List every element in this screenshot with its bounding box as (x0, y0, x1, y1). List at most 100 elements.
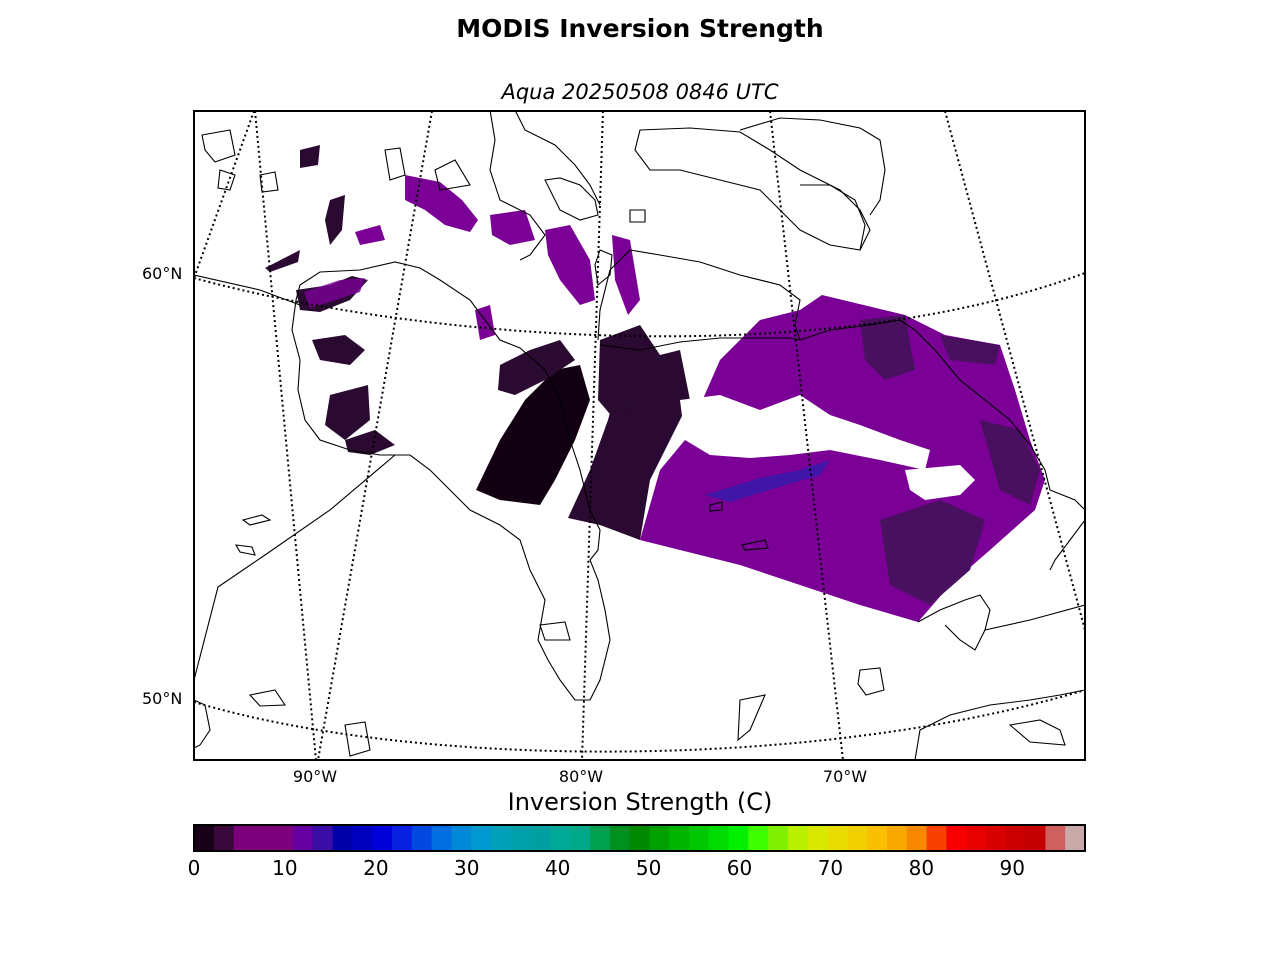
border (984, 604, 1085, 631)
colorbar-tick-label: 10 (272, 856, 298, 880)
colorbar-swatch (926, 825, 947, 851)
data-layer (265, 145, 1045, 622)
colorbar-tick-label: 20 (363, 856, 389, 880)
data-patch (705, 460, 830, 502)
coastline (291, 299, 395, 456)
colorbar-swatch (788, 825, 809, 851)
coastline (384, 147, 406, 181)
data-gap (905, 465, 975, 500)
parallel-60n (194, 272, 1085, 338)
data-patch (880, 500, 985, 605)
figure-subtitle: Aqua 20250508 0846 UTC (501, 80, 779, 104)
colorbar-swatch (966, 825, 987, 851)
lake (857, 667, 885, 696)
colorbar-swatch (748, 825, 769, 851)
colorbar-swatch (451, 825, 472, 851)
data-patch (490, 210, 535, 245)
data-patch (568, 350, 690, 540)
coastline (1049, 519, 1085, 571)
meridian-far-west (194, 111, 255, 279)
lake (737, 694, 766, 742)
colorbar-swatch (312, 825, 334, 851)
data-gap (680, 395, 930, 470)
colorbar-swatch (1005, 825, 1027, 851)
colorbar-swatch (906, 825, 928, 851)
colorbar-swatch (629, 825, 650, 851)
data-patch (498, 340, 575, 395)
data-patch (940, 335, 1000, 365)
colorbar-swatch (392, 825, 413, 851)
colorbar-tick-label: 60 (726, 856, 753, 880)
colorbar-swatch (332, 825, 353, 851)
coastline (597, 249, 801, 341)
colorbar-swatch (946, 825, 967, 851)
coastline (434, 159, 471, 191)
lon-label-90w: 90°W (292, 767, 338, 786)
colorbar-swatch (1025, 825, 1046, 851)
colorbar-swatch (530, 825, 551, 851)
data-patch (405, 175, 478, 232)
colorbar-swatch (233, 825, 254, 851)
coastline (799, 319, 1085, 511)
colorbar-swatch (669, 825, 690, 851)
colorbar (194, 825, 1086, 851)
coastline (217, 169, 236, 191)
coastline (917, 594, 991, 651)
data-patch (325, 385, 370, 440)
data-patch (312, 335, 365, 365)
data-patch (860, 315, 915, 380)
colorbar-swatch (1045, 825, 1066, 851)
data-patch (980, 420, 1040, 505)
lake (741, 539, 769, 551)
border (194, 274, 301, 306)
lon-label-80w: 80°W (558, 767, 604, 786)
coastline (295, 261, 611, 701)
data-patch (325, 195, 345, 245)
colorbar-swatch (372, 825, 393, 851)
colorbar-tick-label: 30 (454, 856, 480, 880)
coastline (395, 454, 590, 701)
colorbar-swatch (689, 825, 710, 851)
colorbar-tick-label: 80 (908, 856, 935, 880)
colorbar-swatch (609, 825, 631, 851)
colorbar-swatch (867, 825, 888, 851)
coastline (914, 689, 1085, 760)
data-patch (265, 250, 300, 272)
lon-label-70w: 70°W (822, 767, 868, 786)
colorbar-swatch (708, 825, 730, 851)
lake (539, 621, 571, 641)
lake (234, 544, 256, 556)
data-patch (345, 430, 395, 455)
colorbar-swatch (728, 825, 749, 851)
colorbar-swatch (431, 825, 452, 851)
data-patch (304, 278, 365, 308)
colorbar-swatch (649, 825, 670, 851)
colorbar-swatch (471, 825, 492, 851)
colorbar-swatch (570, 825, 591, 851)
coastline (544, 177, 599, 221)
meridian-90w (254, 111, 317, 760)
colorbar-swatch (510, 825, 532, 851)
colorbar-swatch (986, 825, 1007, 851)
coastline (194, 699, 211, 749)
colorbar-swatch (550, 825, 571, 851)
meridian-70w (769, 111, 844, 760)
colorbar-swatch (887, 825, 908, 851)
coastline (1008, 719, 1066, 746)
lake (344, 721, 371, 757)
colorbar-tick-label: 70 (817, 856, 844, 880)
colorbar-swatch (590, 825, 611, 851)
colorbar-tick-label: 0 (187, 856, 201, 880)
data-patch (545, 225, 595, 305)
colorbar-title: Inversion Strength (C) (507, 788, 773, 816)
lake (248, 689, 287, 707)
data-patch (300, 145, 320, 168)
colorbar-swatch (253, 825, 274, 851)
colorbar-swatch (827, 825, 848, 851)
meridian-80w (581, 111, 604, 760)
colorbar-swatch (847, 825, 868, 851)
coastline (259, 171, 279, 193)
colorbar-tick-label: 90 (999, 856, 1025, 880)
lat-label-60n: 60°N (142, 264, 183, 283)
